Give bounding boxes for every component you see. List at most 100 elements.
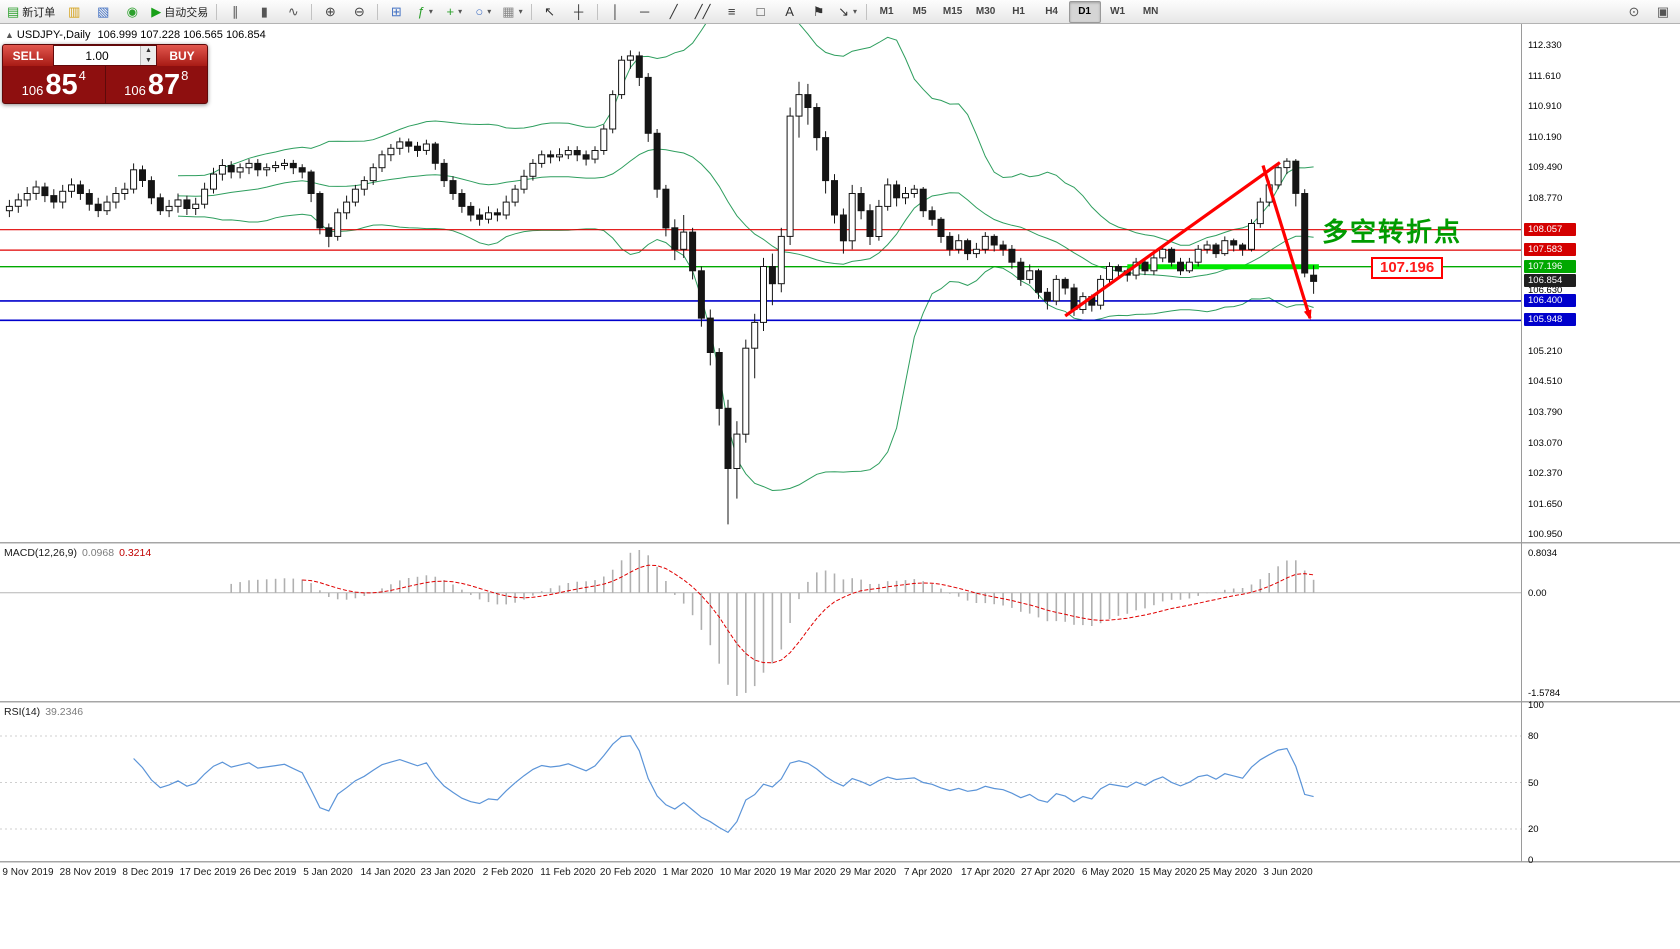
pane-separator[interactable]	[0, 701, 1680, 703]
shapes-icon: □	[756, 4, 765, 19]
macd-signal-value: 0.3214	[119, 547, 152, 559]
zoom-out-icon: ⊖	[353, 4, 365, 19]
one-click-trading-panel: SELL 1.00 ▲ ▼ BUY 106 85 4 106 87 8	[2, 44, 208, 104]
price-axis-label: 100.950	[1528, 529, 1563, 541]
date-axis-label: 29 Mar 2020	[839, 867, 897, 878]
cursor-button[interactable]: ↖	[536, 1, 564, 23]
arrows-dropdown-icon[interactable]: ▾	[853, 7, 858, 16]
candlestick-chart-icon: ▮	[260, 4, 268, 19]
zoom-out-button[interactable]: ⊖	[345, 1, 373, 23]
add-indicator-dropdown-icon[interactable]: ▾	[458, 7, 463, 16]
text-button[interactable]: A	[776, 1, 804, 23]
arrows-icon: ↘	[838, 4, 850, 19]
text-icon: A	[785, 4, 794, 19]
rsi-axis[interactable]: 100 80 50 20 0	[1523, 700, 1589, 866]
price-axis-label: 103.070	[1528, 438, 1563, 449]
rsi-axis-label: 50	[1528, 777, 1539, 789]
volume-decrease-button[interactable]: ▼	[141, 55, 156, 65]
trendlines[interactable]	[1064, 161, 1312, 321]
vertical-line-button[interactable]: │	[602, 1, 630, 23]
date-axis-label: 7 Apr 2020	[903, 867, 953, 878]
rsi-axis-label: 100	[1528, 700, 1544, 711]
rsi-line	[133, 735, 1314, 834]
auto-trading-button[interactable]: ▶ 自动交易	[147, 1, 212, 23]
ask-pip-digit: 8	[181, 68, 189, 83]
timeframe-m30-button[interactable]: M30	[975, 6, 996, 17]
templates-button[interactable]: ▦ ▾	[498, 1, 526, 23]
crosshair-button[interactable]: ┼	[565, 1, 593, 23]
bid-price[interactable]: 106 85 4	[3, 66, 106, 103]
date-axis[interactable]: 9 Nov 2019 28 Nov 2019 8 Dec 2019 17 Dec 20…	[0, 863, 1520, 884]
date-axis-label: 17 Apr 2020	[961, 867, 1015, 878]
profiles-icon: ▧	[97, 4, 110, 19]
profiles-button[interactable]: ▧	[89, 1, 117, 23]
timeframe-d1-button[interactable]: D1	[1068, 0, 1101, 23]
templates-dropdown-icon[interactable]: ▾	[518, 7, 523, 16]
bid-pip-digit: 4	[78, 68, 86, 83]
channel-button[interactable]: ╱╱	[689, 1, 717, 23]
new-order-icon: ▤	[7, 4, 20, 19]
horizontal-line-button[interactable]: ─	[631, 1, 659, 23]
label-button[interactable]: ⚑	[805, 1, 833, 23]
price-axis[interactable]: 112.330 111.610 110.910 110.190 109.490 108.7…	[1523, 24, 1589, 542]
timeframe-m15-button[interactable]: M15	[942, 6, 963, 17]
price-callout-label[interactable]: 107.196	[1371, 257, 1444, 279]
timeframe-w1-button[interactable]: W1	[1110, 6, 1126, 17]
timeframe-m1-button[interactable]: M1	[879, 6, 894, 17]
price-level-tag: 106.400	[1524, 293, 1576, 307]
periods-button[interactable]: ○ ▾	[469, 1, 497, 23]
volume-increase-button[interactable]: ▲	[141, 46, 156, 56]
search-button[interactable]: ⊙	[1620, 1, 1648, 23]
pane-separator[interactable]	[0, 861, 1680, 863]
date-axis-label: 11 Feb 2020	[540, 867, 596, 878]
arrows-button[interactable]: ↘ ▾	[834, 1, 862, 23]
buy-button[interactable]: BUY	[157, 45, 207, 66]
add-indicator-button[interactable]: + ▾	[440, 1, 468, 23]
date-axis-label: 8 Dec 2019	[122, 867, 174, 878]
price-axis-label: 108.770	[1528, 193, 1563, 205]
layout-icon: ▣	[1656, 4, 1670, 19]
ask-price[interactable]: 106 87 8	[106, 66, 208, 103]
vertical-line-icon: │	[611, 4, 620, 19]
layout-button[interactable]: ▣	[1649, 1, 1677, 23]
pane-separator[interactable]	[0, 542, 1680, 544]
timeframe-mn-button[interactable]: MN	[1142, 6, 1159, 17]
channel-icon: ╱╱	[694, 4, 711, 19]
periods-dropdown-icon[interactable]: ▾	[487, 7, 492, 16]
cursor-icon: ↖	[544, 4, 556, 19]
macd-axis[interactable]: 0.8034 0.00 -1.5784	[1523, 544, 1589, 701]
bar-chart-button[interactable]: ∥	[221, 1, 249, 23]
date-axis-label: 9 Nov 2019	[2, 867, 54, 878]
rsi-name: RSI(14)	[4, 706, 41, 718]
new-order-button[interactable]: ▤ 新订单	[3, 1, 59, 23]
tile-windows-button[interactable]: ⊞	[382, 1, 410, 23]
zoom-in-button[interactable]: ⊕	[316, 1, 344, 23]
sell-button[interactable]: SELL	[3, 45, 53, 66]
charts-bar-button[interactable]: ▥	[60, 1, 88, 23]
indicators-dropdown-icon[interactable]: ▾	[428, 7, 433, 16]
date-axis-label: 27 Apr 2020	[1021, 867, 1075, 878]
bid-big-digits: 85	[45, 69, 78, 102]
price-axis-label: 106.630	[1528, 285, 1563, 297]
fibonacci-button[interactable]: ≡	[718, 1, 746, 23]
timeframe-h4-button[interactable]: H4	[1045, 6, 1058, 17]
refresh-button[interactable]: ◉	[118, 1, 146, 23]
trendline-button[interactable]: ╱	[660, 1, 688, 23]
volume-input[interactable]: 1.00	[85, 48, 109, 63]
candlestick-chart-button[interactable]: ▮	[250, 1, 278, 23]
timeframe-m5-button[interactable]: M5	[912, 6, 927, 17]
shapes-button[interactable]: □	[747, 1, 775, 23]
new-order-label: 新订单	[22, 6, 56, 19]
date-axis-label: 20 Feb 2020	[599, 867, 657, 878]
main-toolbar: ▤ 新订单 ▥ ▧ ◉ ▶ 自动交易 ∥ ▮ ∿ ⊕ ⊖ ⊞ ƒ ▾ + ▾ ○ ▾ ▦ ▾ ↖ ┼ │ ─ ╱ ╱╱ ≡ □ A ⚑ ↘ ▾ M…	[0, 0, 1680, 24]
ask-prefix: 106	[124, 83, 146, 98]
tile-windows-icon: ⊞	[390, 4, 402, 19]
line-chart-button[interactable]: ∿	[279, 1, 307, 23]
rsi-indicator-label: RSI(14) 39.2346	[4, 706, 83, 718]
indicators-button[interactable]: ƒ ▾	[411, 1, 439, 23]
timeframe-h1-button[interactable]: H1	[1012, 6, 1025, 17]
turning-point-annotation[interactable]: 多空转折点	[1322, 217, 1463, 247]
macd-axis-label: 0.8034	[1528, 548, 1558, 559]
